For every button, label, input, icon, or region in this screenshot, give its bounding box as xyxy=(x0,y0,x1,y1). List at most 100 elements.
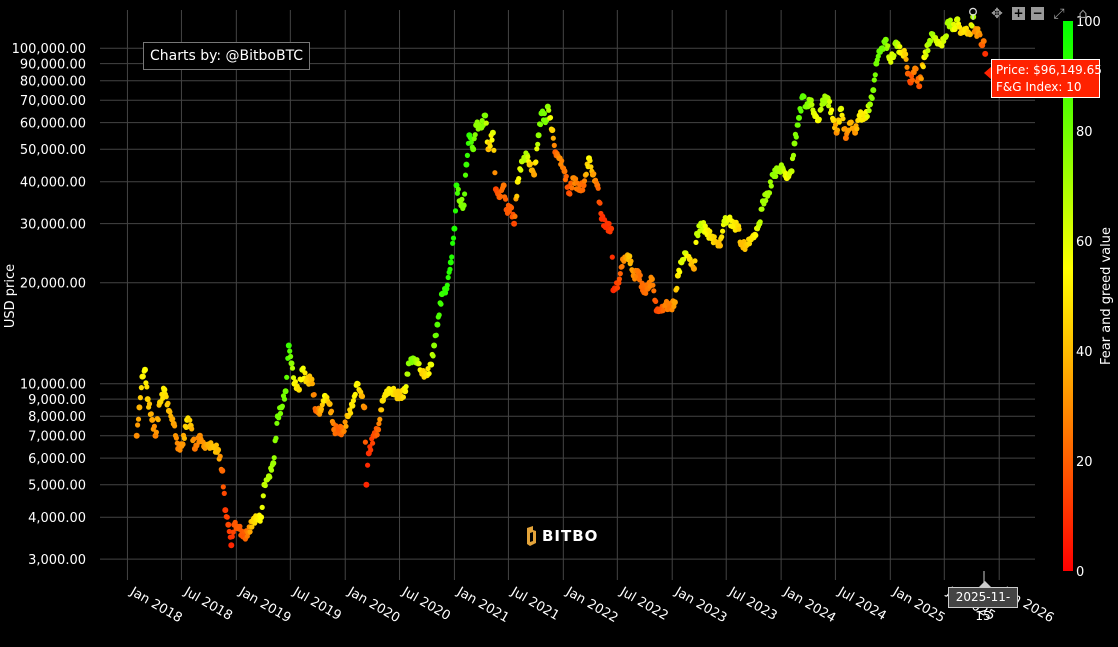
data-point[interactable] xyxy=(573,176,579,182)
data-point[interactable] xyxy=(581,178,588,184)
data-point[interactable] xyxy=(416,361,422,367)
data-point[interactable] xyxy=(173,435,179,441)
data-point[interactable] xyxy=(648,276,655,283)
data-point[interactable] xyxy=(842,135,849,141)
data-point[interactable] xyxy=(580,182,587,189)
data-point[interactable] xyxy=(135,422,141,428)
data-point[interactable] xyxy=(274,420,280,426)
data-point[interactable] xyxy=(768,183,774,189)
zoom-out-icon[interactable]: − xyxy=(1031,6,1044,20)
data-point[interactable] xyxy=(302,370,308,376)
data-point[interactable] xyxy=(908,73,915,79)
data-point[interactable] xyxy=(903,56,909,62)
data-point[interactable] xyxy=(217,453,223,459)
data-point[interactable] xyxy=(525,154,531,160)
data-point[interactable] xyxy=(311,392,317,398)
data-point[interactable] xyxy=(637,272,643,278)
data-point[interactable] xyxy=(273,435,279,441)
data-point[interactable] xyxy=(219,467,226,474)
data-point[interactable] xyxy=(795,122,801,128)
data-point[interactable] xyxy=(767,179,774,185)
data-point[interactable] xyxy=(179,441,186,448)
data-point[interactable] xyxy=(436,312,442,318)
data-point[interactable] xyxy=(885,43,891,49)
data-point[interactable] xyxy=(352,391,358,397)
data-point[interactable] xyxy=(614,285,621,291)
data-point[interactable] xyxy=(258,514,265,521)
data-point[interactable] xyxy=(547,115,554,121)
data-point[interactable] xyxy=(426,371,432,377)
data-point[interactable] xyxy=(757,219,763,225)
data-point[interactable] xyxy=(954,16,961,23)
data-point[interactable] xyxy=(342,419,348,425)
data-point[interactable] xyxy=(144,384,150,390)
data-point[interactable] xyxy=(719,234,725,240)
data-point[interactable] xyxy=(268,467,275,473)
data-point[interactable] xyxy=(953,25,959,31)
data-point[interactable] xyxy=(527,161,534,167)
data-point[interactable] xyxy=(308,376,315,383)
data-point[interactable] xyxy=(492,170,498,176)
data-point[interactable] xyxy=(172,423,178,429)
data-point[interactable] xyxy=(608,225,615,232)
data-point[interactable] xyxy=(428,361,435,368)
data-point[interactable] xyxy=(967,31,973,38)
data-point[interactable] xyxy=(462,172,469,178)
data-point[interactable] xyxy=(660,308,666,314)
data-point[interactable] xyxy=(816,116,822,122)
data-point[interactable] xyxy=(568,180,574,186)
data-point[interactable] xyxy=(827,98,833,105)
data-point[interactable] xyxy=(425,366,431,372)
data-point[interactable] xyxy=(281,396,288,402)
data-point[interactable] xyxy=(569,185,575,191)
data-point[interactable] xyxy=(482,112,489,119)
data-point[interactable] xyxy=(957,24,963,30)
data-point[interactable] xyxy=(343,423,349,429)
data-point[interactable] xyxy=(292,379,298,385)
data-point[interactable] xyxy=(854,126,860,132)
data-point[interactable] xyxy=(363,481,370,488)
data-point[interactable] xyxy=(609,254,615,260)
data-point[interactable] xyxy=(626,253,633,260)
data-point[interactable] xyxy=(707,228,713,234)
data-point[interactable] xyxy=(514,193,520,199)
data-point[interactable] xyxy=(189,426,195,432)
data-point[interactable] xyxy=(550,135,556,141)
data-point[interactable] xyxy=(888,59,894,65)
data-point[interactable] xyxy=(247,529,253,535)
data-point[interactable] xyxy=(848,119,854,125)
data-point[interactable] xyxy=(650,282,656,288)
data-point[interactable] xyxy=(969,23,975,29)
data-point[interactable] xyxy=(925,48,931,54)
data-point[interactable] xyxy=(464,152,470,158)
data-point[interactable] xyxy=(693,239,699,245)
data-point[interactable] xyxy=(717,242,723,249)
data-point[interactable] xyxy=(518,167,524,173)
data-point[interactable] xyxy=(155,417,161,423)
data-point[interactable] xyxy=(834,127,841,133)
data-point[interactable] xyxy=(923,52,929,58)
data-point[interactable] xyxy=(460,202,467,209)
data-point[interactable] xyxy=(143,380,149,386)
data-point[interactable] xyxy=(541,110,548,117)
data-point[interactable] xyxy=(215,446,222,453)
data-point[interactable] xyxy=(807,97,814,104)
data-point[interactable] xyxy=(695,233,701,239)
data-point[interactable] xyxy=(836,119,842,125)
data-point[interactable] xyxy=(450,240,456,246)
data-point[interactable] xyxy=(324,394,330,400)
data-point[interactable] xyxy=(161,386,168,393)
data-point[interactable] xyxy=(430,353,436,359)
data-point[interactable] xyxy=(759,206,765,212)
data-point[interactable] xyxy=(187,417,193,423)
data-point[interactable] xyxy=(318,406,324,412)
data-point[interactable] xyxy=(326,401,333,407)
data-point[interactable] xyxy=(870,87,877,94)
data-point[interactable] xyxy=(864,113,870,120)
data-point[interactable] xyxy=(151,423,157,429)
data-point[interactable] xyxy=(674,285,680,291)
data-point[interactable] xyxy=(267,474,273,480)
data-point[interactable] xyxy=(939,43,945,49)
data-point[interactable] xyxy=(977,32,983,38)
data-point[interactable] xyxy=(651,288,657,294)
